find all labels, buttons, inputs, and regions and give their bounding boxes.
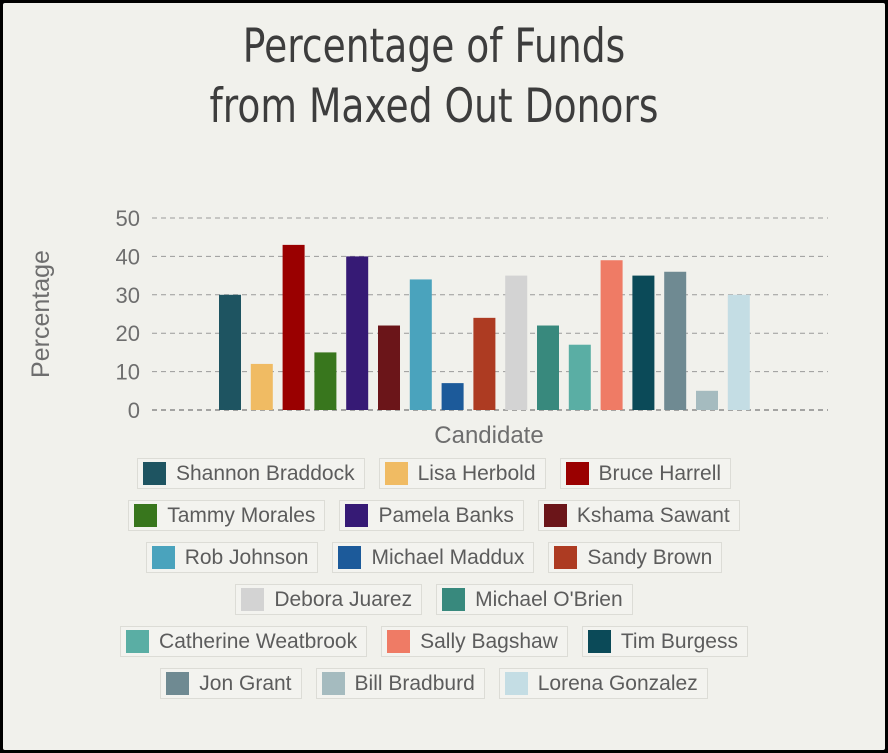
legend-swatch bbox=[543, 504, 567, 527]
legend-item: Tammy Morales bbox=[128, 500, 326, 531]
bar-chart: 0 10 20 30 40 50 Percentage Candidate bbox=[27, 206, 828, 449]
legend-label: Catherine Weatbrook bbox=[159, 629, 358, 653]
legend-swatch bbox=[504, 672, 528, 695]
legend-label: Debora Juarez bbox=[274, 587, 413, 611]
legend-item: Rob Johnson bbox=[145, 542, 319, 573]
legend-item: Kshama Sawant bbox=[537, 500, 740, 531]
legend-item: Lisa Herbold bbox=[378, 458, 546, 489]
y-tick-label: 10 bbox=[116, 360, 140, 385]
bar bbox=[473, 317, 496, 410]
legend-row: Rob Johnson Michael Maddux Sandy Brown bbox=[3, 542, 865, 584]
legend-row: Tammy Morales Pamela Banks Kshama Sawant bbox=[3, 500, 865, 542]
bar bbox=[600, 260, 623, 410]
bar bbox=[314, 352, 337, 410]
legend-item: Lorena Gonzalez bbox=[498, 668, 708, 699]
legend-swatch bbox=[338, 546, 362, 569]
legend-label: Sally Bagshaw bbox=[420, 629, 558, 653]
bar bbox=[409, 279, 432, 410]
legend-item: Jon Grant bbox=[160, 668, 302, 699]
x-axis-label: Candidate bbox=[434, 422, 543, 449]
legend-item: Catherine Weatbrook bbox=[120, 626, 368, 657]
y-tick-label: 0 bbox=[128, 398, 140, 423]
bar bbox=[664, 271, 687, 410]
legend-swatch bbox=[587, 630, 611, 653]
legend-row: Jon Grant Bill Bradburd Lorena Gonzalez bbox=[3, 668, 865, 710]
legend-row: Debora Juarez Michael O'Brien bbox=[3, 584, 865, 626]
legend-item: Sandy Brown bbox=[548, 542, 723, 573]
legend-row: Shannon Braddock Lisa Herbold Bruce Harrel… bbox=[3, 458, 865, 500]
legend-swatch bbox=[151, 546, 175, 569]
legend-label: Bill Bradburd bbox=[354, 671, 475, 695]
legend-swatch bbox=[166, 672, 190, 695]
bar bbox=[441, 383, 464, 410]
legend-item: Bill Bradburd bbox=[315, 668, 485, 699]
bar bbox=[537, 325, 559, 410]
legend-swatch bbox=[345, 504, 369, 527]
bar bbox=[250, 363, 273, 410]
bar bbox=[505, 275, 528, 410]
chart-title: Percentage of Funds from Maxed Out Donor… bbox=[89, 17, 779, 137]
legend-label: Michael Maddux bbox=[371, 545, 525, 569]
y-tick-label: 30 bbox=[116, 283, 140, 308]
legend-item: Tim Burgess bbox=[581, 626, 748, 657]
legend-swatch bbox=[554, 546, 578, 569]
chart-frame: Percentage of Funds from Maxed Out Donor… bbox=[3, 3, 885, 750]
legend-item: Shannon Braddock bbox=[136, 458, 365, 489]
legend-item: Michael O'Brien bbox=[436, 584, 633, 615]
legend-swatch bbox=[241, 588, 265, 611]
legend-item: Michael Maddux bbox=[332, 542, 535, 573]
legend-label: Lisa Herbold bbox=[417, 461, 536, 485]
legend-item: Sally Bagshaw bbox=[381, 626, 568, 657]
legend-label: Shannon Braddock bbox=[175, 461, 355, 485]
legend-label: Kshama Sawant bbox=[576, 503, 730, 527]
bar bbox=[696, 390, 718, 410]
legend-swatch bbox=[134, 504, 158, 527]
legend-label: Tammy Morales bbox=[167, 503, 316, 527]
bar bbox=[568, 344, 591, 410]
legend-label: Michael O'Brien bbox=[475, 587, 623, 611]
chart-legend: Shannon Braddock Lisa Herbold Bruce Harrel… bbox=[3, 458, 865, 710]
bar bbox=[346, 256, 369, 410]
legend-label: Bruce Harrell bbox=[598, 461, 722, 485]
legend-swatch bbox=[321, 672, 345, 695]
legend-label: Rob Johnson bbox=[184, 545, 309, 569]
legend-label: Lorena Gonzalez bbox=[537, 671, 698, 695]
bar bbox=[282, 244, 305, 410]
bar bbox=[727, 294, 750, 410]
legend-item: Bruce Harrell bbox=[559, 458, 732, 489]
bar bbox=[378, 325, 400, 410]
legend-label: Sandy Brown bbox=[587, 545, 713, 569]
y-tick-label: 40 bbox=[116, 244, 140, 269]
chart-title-line-1: Percentage of Funds bbox=[242, 19, 626, 74]
legend-label: Tim Burgess bbox=[620, 629, 738, 653]
legend-item: Debora Juarez bbox=[235, 584, 423, 615]
bar bbox=[632, 275, 655, 410]
legend-swatch bbox=[387, 630, 411, 653]
legend-swatch bbox=[142, 462, 166, 485]
legend-swatch bbox=[565, 462, 589, 485]
y-tick-label: 50 bbox=[116, 206, 140, 231]
legend-swatch bbox=[442, 588, 466, 611]
legend-label: Jon Grant bbox=[199, 671, 292, 695]
y-tick-label: 20 bbox=[116, 321, 140, 346]
legend-item: Pamela Banks bbox=[339, 500, 524, 531]
legend-swatch bbox=[126, 630, 150, 653]
legend-swatch bbox=[384, 462, 408, 485]
y-axis-label: Percentage bbox=[27, 250, 55, 378]
legend-row: Catherine Weatbrook Sally Bagshaw Tim Burg… bbox=[3, 626, 865, 668]
chart-title-line-2: from Maxed Out Donors bbox=[209, 79, 659, 134]
bar bbox=[219, 294, 241, 410]
legend-label: Pamela Banks bbox=[378, 503, 514, 527]
